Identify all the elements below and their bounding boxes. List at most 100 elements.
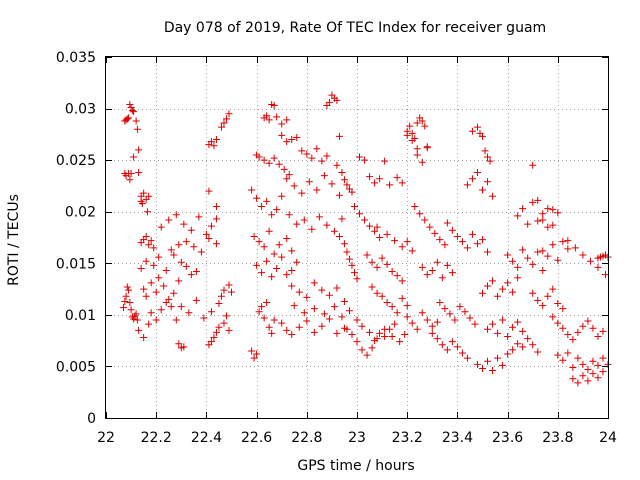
data-point	[132, 117, 140, 125]
x-tick-label: 24	[599, 430, 617, 446]
data-point	[451, 316, 459, 324]
data-point	[428, 322, 436, 330]
y-tick-label: 0.015	[56, 256, 96, 272]
data-point	[228, 288, 235, 296]
data-point	[157, 223, 165, 231]
data-point	[534, 217, 542, 225]
data-point	[283, 235, 291, 243]
data-point	[177, 258, 185, 266]
data-point	[333, 161, 341, 169]
data-point	[554, 319, 562, 327]
data-point	[544, 223, 552, 231]
data-point	[358, 346, 366, 354]
data-point	[579, 360, 587, 368]
data-point	[142, 257, 150, 265]
data-point	[265, 227, 273, 235]
data-point	[479, 132, 486, 140]
data-point	[222, 312, 230, 320]
data-point	[135, 146, 143, 154]
data-point	[584, 366, 592, 374]
data-point	[260, 156, 268, 164]
data-point	[534, 296, 542, 304]
data-point	[275, 160, 283, 168]
data-point	[484, 282, 492, 290]
data-point	[378, 292, 386, 300]
data-point	[479, 236, 486, 244]
data-point	[157, 306, 165, 314]
data-point	[333, 96, 341, 104]
data-point	[433, 335, 441, 343]
y-axis-label: ROTI / TECUs	[6, 194, 22, 286]
data-point	[524, 254, 532, 262]
data-point	[335, 191, 343, 199]
data-point	[479, 364, 486, 372]
data-point	[220, 119, 228, 127]
data-point	[564, 349, 572, 357]
data-point	[386, 181, 394, 189]
data-point	[298, 147, 306, 155]
data-point	[265, 159, 273, 167]
data-point	[479, 289, 486, 297]
data-point	[371, 179, 379, 187]
data-point	[363, 251, 371, 259]
data-point	[589, 324, 597, 332]
data-point	[147, 237, 155, 245]
data-point	[345, 307, 353, 315]
data-point	[145, 192, 153, 200]
data-point	[484, 153, 492, 161]
data-point	[453, 232, 461, 240]
data-point	[290, 302, 298, 310]
data-point	[340, 297, 348, 305]
data-point	[549, 206, 557, 214]
data-point	[403, 313, 411, 321]
data-point	[205, 235, 213, 243]
data-point	[200, 314, 208, 322]
data-point	[571, 244, 579, 252]
data-point	[371, 227, 379, 235]
data-point	[381, 157, 389, 165]
data-point	[175, 340, 183, 348]
data-point	[313, 145, 321, 153]
data-point	[258, 269, 266, 277]
data-point	[398, 277, 406, 285]
data-point	[283, 326, 291, 334]
data-point	[579, 251, 587, 259]
data-point	[258, 303, 266, 311]
data-point	[192, 268, 200, 276]
data-point	[263, 257, 271, 265]
data-point	[293, 258, 301, 266]
data-point	[428, 329, 436, 337]
data-point	[353, 275, 361, 283]
data-point	[137, 264, 145, 272]
data-point	[383, 230, 391, 238]
data-point	[300, 216, 308, 224]
y-tick-label: 0.035	[56, 50, 96, 66]
data-point	[366, 173, 374, 181]
data-point	[376, 234, 384, 241]
data-point	[278, 120, 286, 128]
data-point	[524, 220, 532, 228]
data-point	[418, 117, 426, 125]
data-point	[210, 334, 218, 342]
data-point	[250, 232, 258, 240]
data-point	[529, 260, 537, 268]
data-point	[524, 335, 532, 343]
data-point	[599, 368, 607, 376]
data-point	[408, 247, 416, 255]
x-tick-label: 22.8	[291, 430, 322, 446]
data-point	[308, 154, 316, 162]
data-point	[494, 354, 502, 362]
data-point	[278, 131, 286, 139]
data-point	[398, 294, 406, 302]
chart-title: Day 078 of 2019, Rate Of TEC Index for r…	[164, 20, 546, 36]
data-point	[330, 303, 338, 311]
data-point	[140, 285, 148, 293]
data-point	[378, 254, 386, 262]
data-point	[288, 330, 296, 338]
data-point	[393, 309, 401, 317]
data-point	[220, 319, 228, 327]
data-point	[514, 212, 522, 220]
data-point	[554, 300, 562, 308]
data-point	[368, 258, 376, 266]
data-point	[315, 213, 323, 221]
